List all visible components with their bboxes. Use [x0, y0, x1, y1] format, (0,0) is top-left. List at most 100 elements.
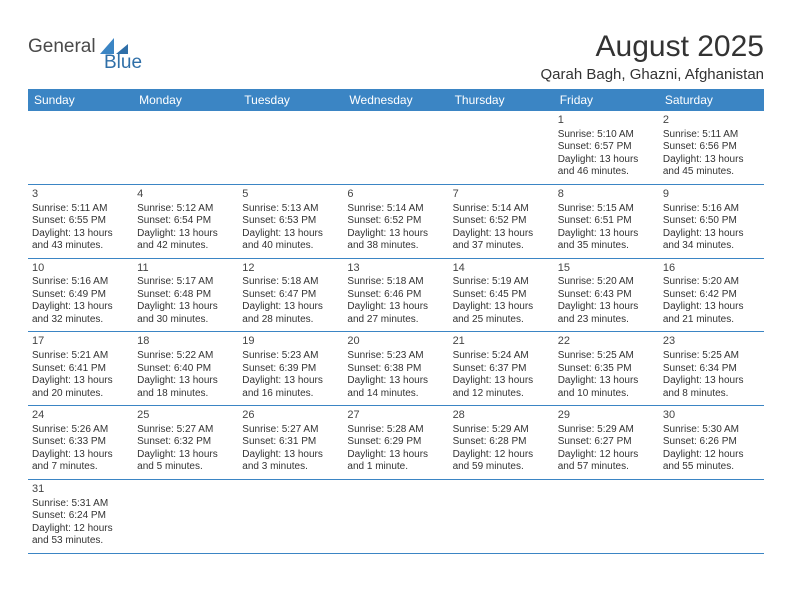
- sunset-line: Sunset: 6:26 PM: [663, 436, 760, 449]
- day-cell-3: 3Sunrise: 5:11 AMSunset: 6:55 PMDaylight…: [28, 185, 133, 258]
- sunrise-line: Sunrise: 5:24 AM: [453, 350, 550, 363]
- day-cell-empty: [238, 480, 343, 553]
- daylight-line: Daylight: 13 hours and 35 minutes.: [558, 228, 655, 253]
- logo-word-general: General: [28, 36, 96, 58]
- sunset-line: Sunset: 6:49 PM: [32, 289, 129, 302]
- daylight-line: Daylight: 13 hours and 3 minutes.: [242, 449, 339, 474]
- day-cell-30: 30Sunrise: 5:30 AMSunset: 6:26 PMDayligh…: [659, 406, 764, 479]
- weekday-header-sunday: Sunday: [28, 89, 133, 111]
- weeks-container: 1Sunrise: 5:10 AMSunset: 6:57 PMDaylight…: [28, 111, 764, 554]
- day-cell-28: 28Sunrise: 5:29 AMSunset: 6:28 PMDayligh…: [449, 406, 554, 479]
- daylight-line: Daylight: 12 hours and 53 minutes.: [32, 523, 129, 548]
- sunset-line: Sunset: 6:29 PM: [347, 436, 444, 449]
- sunset-line: Sunset: 6:56 PM: [663, 141, 760, 154]
- daylight-line: Daylight: 13 hours and 27 minutes.: [347, 301, 444, 326]
- day-number: 18: [137, 335, 234, 349]
- day-cell-7: 7Sunrise: 5:14 AMSunset: 6:52 PMDaylight…: [449, 185, 554, 258]
- sunset-line: Sunset: 6:54 PM: [137, 215, 234, 228]
- sunrise-line: Sunrise: 5:18 AM: [242, 276, 339, 289]
- day-number: 4: [137, 188, 234, 202]
- day-cell-29: 29Sunrise: 5:29 AMSunset: 6:27 PMDayligh…: [554, 406, 659, 479]
- day-number: 16: [663, 262, 760, 276]
- sunset-line: Sunset: 6:55 PM: [32, 215, 129, 228]
- daylight-line: Daylight: 13 hours and 1 minute.: [347, 449, 444, 474]
- daylight-line: Daylight: 13 hours and 16 minutes.: [242, 375, 339, 400]
- day-cell-17: 17Sunrise: 5:21 AMSunset: 6:41 PMDayligh…: [28, 332, 133, 405]
- day-number: 19: [242, 335, 339, 349]
- weekday-header-tuesday: Tuesday: [238, 89, 343, 111]
- day-cell-26: 26Sunrise: 5:27 AMSunset: 6:31 PMDayligh…: [238, 406, 343, 479]
- sunset-line: Sunset: 6:35 PM: [558, 363, 655, 376]
- day-cell-14: 14Sunrise: 5:19 AMSunset: 6:45 PMDayligh…: [449, 259, 554, 332]
- sunrise-line: Sunrise: 5:21 AM: [32, 350, 129, 363]
- sunrise-line: Sunrise: 5:27 AM: [137, 424, 234, 437]
- day-cell-6: 6Sunrise: 5:14 AMSunset: 6:52 PMDaylight…: [343, 185, 448, 258]
- day-number: 25: [137, 409, 234, 423]
- sunset-line: Sunset: 6:33 PM: [32, 436, 129, 449]
- day-number: 28: [453, 409, 550, 423]
- daylight-line: Daylight: 13 hours and 23 minutes.: [558, 301, 655, 326]
- day-cell-23: 23Sunrise: 5:25 AMSunset: 6:34 PMDayligh…: [659, 332, 764, 405]
- sunrise-line: Sunrise: 5:27 AM: [242, 424, 339, 437]
- sunrise-line: Sunrise: 5:20 AM: [663, 276, 760, 289]
- day-number: 14: [453, 262, 550, 276]
- sunrise-line: Sunrise: 5:29 AM: [453, 424, 550, 437]
- day-number: 26: [242, 409, 339, 423]
- daylight-line: Daylight: 13 hours and 5 minutes.: [137, 449, 234, 474]
- sunrise-line: Sunrise: 5:31 AM: [32, 498, 129, 511]
- day-cell-empty: [133, 111, 238, 184]
- day-cell-empty: [659, 480, 764, 553]
- day-number: 17: [32, 335, 129, 349]
- day-cell-12: 12Sunrise: 5:18 AMSunset: 6:47 PMDayligh…: [238, 259, 343, 332]
- daylight-line: Daylight: 13 hours and 32 minutes.: [32, 301, 129, 326]
- top-bar: General Blue August 2025 Qarah Bagh, Gha…: [28, 30, 764, 83]
- sunrise-line: Sunrise: 5:23 AM: [242, 350, 339, 363]
- day-number: 5: [242, 188, 339, 202]
- day-number: 12: [242, 262, 339, 276]
- week-row: 31Sunrise: 5:31 AMSunset: 6:24 PMDayligh…: [28, 480, 764, 554]
- sunset-line: Sunset: 6:51 PM: [558, 215, 655, 228]
- sunset-line: Sunset: 6:37 PM: [453, 363, 550, 376]
- sunset-line: Sunset: 6:57 PM: [558, 141, 655, 154]
- day-cell-1: 1Sunrise: 5:10 AMSunset: 6:57 PMDaylight…: [554, 111, 659, 184]
- month-title: August 2025: [541, 30, 764, 64]
- week-row: 3Sunrise: 5:11 AMSunset: 6:55 PMDaylight…: [28, 185, 764, 259]
- daylight-line: Daylight: 13 hours and 8 minutes.: [663, 375, 760, 400]
- day-cell-empty: [449, 111, 554, 184]
- daylight-line: Daylight: 13 hours and 18 minutes.: [137, 375, 234, 400]
- daylight-line: Daylight: 13 hours and 42 minutes.: [137, 228, 234, 253]
- sunrise-line: Sunrise: 5:26 AM: [32, 424, 129, 437]
- week-row: 24Sunrise: 5:26 AMSunset: 6:33 PMDayligh…: [28, 406, 764, 480]
- sunrise-line: Sunrise: 5:14 AM: [453, 203, 550, 216]
- day-number: 22: [558, 335, 655, 349]
- day-cell-5: 5Sunrise: 5:13 AMSunset: 6:53 PMDaylight…: [238, 185, 343, 258]
- day-number: 30: [663, 409, 760, 423]
- logo: General Blue: [28, 36, 168, 76]
- sunset-line: Sunset: 6:53 PM: [242, 215, 339, 228]
- sunrise-line: Sunrise: 5:16 AM: [32, 276, 129, 289]
- day-cell-9: 9Sunrise: 5:16 AMSunset: 6:50 PMDaylight…: [659, 185, 764, 258]
- week-row: 17Sunrise: 5:21 AMSunset: 6:41 PMDayligh…: [28, 332, 764, 406]
- sunset-line: Sunset: 6:32 PM: [137, 436, 234, 449]
- day-cell-2: 2Sunrise: 5:11 AMSunset: 6:56 PMDaylight…: [659, 111, 764, 184]
- day-number: 20: [347, 335, 444, 349]
- title-block: August 2025 Qarah Bagh, Ghazni, Afghanis…: [541, 30, 764, 83]
- day-cell-19: 19Sunrise: 5:23 AMSunset: 6:39 PMDayligh…: [238, 332, 343, 405]
- sunrise-line: Sunrise: 5:29 AM: [558, 424, 655, 437]
- sunset-line: Sunset: 6:28 PM: [453, 436, 550, 449]
- day-number: 31: [32, 483, 129, 497]
- day-number: 13: [347, 262, 444, 276]
- day-number: 29: [558, 409, 655, 423]
- daylight-line: Daylight: 12 hours and 57 minutes.: [558, 449, 655, 474]
- sunrise-line: Sunrise: 5:30 AM: [663, 424, 760, 437]
- day-cell-13: 13Sunrise: 5:18 AMSunset: 6:46 PMDayligh…: [343, 259, 448, 332]
- daylight-line: Daylight: 13 hours and 7 minutes.: [32, 449, 129, 474]
- daylight-line: Daylight: 13 hours and 43 minutes.: [32, 228, 129, 253]
- sunrise-line: Sunrise: 5:11 AM: [32, 203, 129, 216]
- day-cell-27: 27Sunrise: 5:28 AMSunset: 6:29 PMDayligh…: [343, 406, 448, 479]
- sunset-line: Sunset: 6:45 PM: [453, 289, 550, 302]
- daylight-line: Daylight: 13 hours and 30 minutes.: [137, 301, 234, 326]
- sunrise-line: Sunrise: 5:25 AM: [558, 350, 655, 363]
- day-cell-10: 10Sunrise: 5:16 AMSunset: 6:49 PMDayligh…: [28, 259, 133, 332]
- sunset-line: Sunset: 6:40 PM: [137, 363, 234, 376]
